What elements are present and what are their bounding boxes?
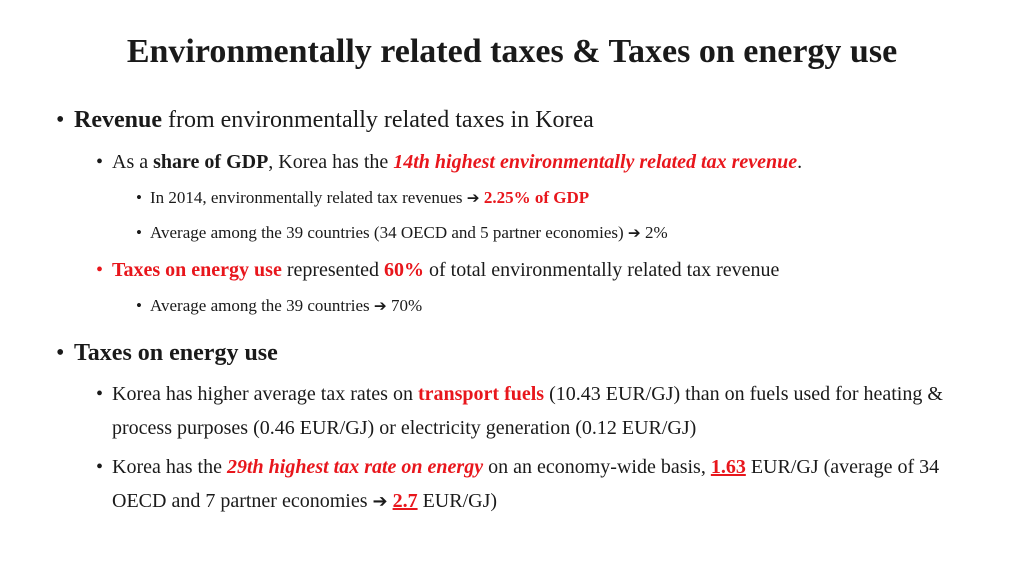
y2014-value: 2.25% of GDP <box>479 188 590 207</box>
korea-rate-value: 1.63 <box>710 456 746 478</box>
energy-end: of total environmentally related tax rev… <box>424 259 780 281</box>
bullet-energy-rank: Korea has the 29th highest tax rate on e… <box>96 450 972 519</box>
energy-percent: 60% <box>384 259 424 281</box>
transport-pre: Korea has higher average tax rates on <box>112 383 418 405</box>
share-of-gdp-label: share of GDP <box>153 151 269 173</box>
rank-pre: Korea has the <box>112 456 227 478</box>
avg39-text: Average among the 39 countries (34 OECD … <box>150 223 628 242</box>
arrow-right-icon: ➔ <box>466 189 480 207</box>
arrow-right-icon: ➔ <box>372 491 388 512</box>
bullet-39-average: Average among the 39 countries (34 OECD … <box>136 222 668 244</box>
rank-mid2: EUR/GJ (average of 34 OECD and 7 partner… <box>112 456 940 512</box>
rank-end: EUR/GJ) <box>417 490 498 512</box>
arrow-right-icon: ➔ <box>627 224 641 242</box>
bullet-energy-share: Taxes on energy use represented 60% of t… <box>96 257 780 283</box>
energy-taxes-highlight: Taxes on energy use <box>112 259 282 281</box>
bullet-gdp-share: As a share of GDP, Korea has the 14th hi… <box>96 149 803 175</box>
bullet-transport-fuels: Korea has higher average tax rates on tr… <box>96 377 972 445</box>
gdp-mid: , Korea has the <box>268 151 394 173</box>
slide-title: Environmentally related taxes & Taxes on… <box>126 33 898 70</box>
gdp-rank-highlight: 14th highest environmentally related tax… <box>393 151 798 173</box>
bullet-revenue: Revenue from environmentally related tax… <box>56 105 594 135</box>
energy-use-heading: Taxes on energy use <box>74 340 278 366</box>
revenue-label: Revenue <box>74 107 162 133</box>
rank-mid: on an economy-wide basis, <box>483 456 711 478</box>
y2014-text: In 2014, environmentally related tax rev… <box>150 188 467 207</box>
gdp-end: . <box>797 151 803 173</box>
gdp-pre: As a <box>112 151 154 173</box>
avg39-value: 2% <box>640 223 668 242</box>
energy-mid: represented <box>281 259 384 281</box>
arrow-right-icon: ➔ <box>373 297 387 315</box>
bullet-2014-revenue: In 2014, environmentally related tax rev… <box>136 187 590 209</box>
transport-post: (10.43 EUR/GJ) than on fuels used for he… <box>112 383 943 439</box>
average-rate-value: 2.7 <box>392 490 418 512</box>
energy-rank-highlight: 29th highest tax rate on energy <box>226 456 484 478</box>
bullet-energy-average: Average among the 39 countries ➔ 70% <box>136 295 423 317</box>
transport-fuels-highlight: transport fuels <box>417 383 545 405</box>
energy-avg-value: 70% <box>386 296 423 315</box>
revenue-text: from environmentally related taxes in Ko… <box>161 107 594 133</box>
energy-avg-text: Average among the 39 countries <box>150 296 374 315</box>
bullet-energy-use: Taxes on energy use <box>56 338 278 368</box>
